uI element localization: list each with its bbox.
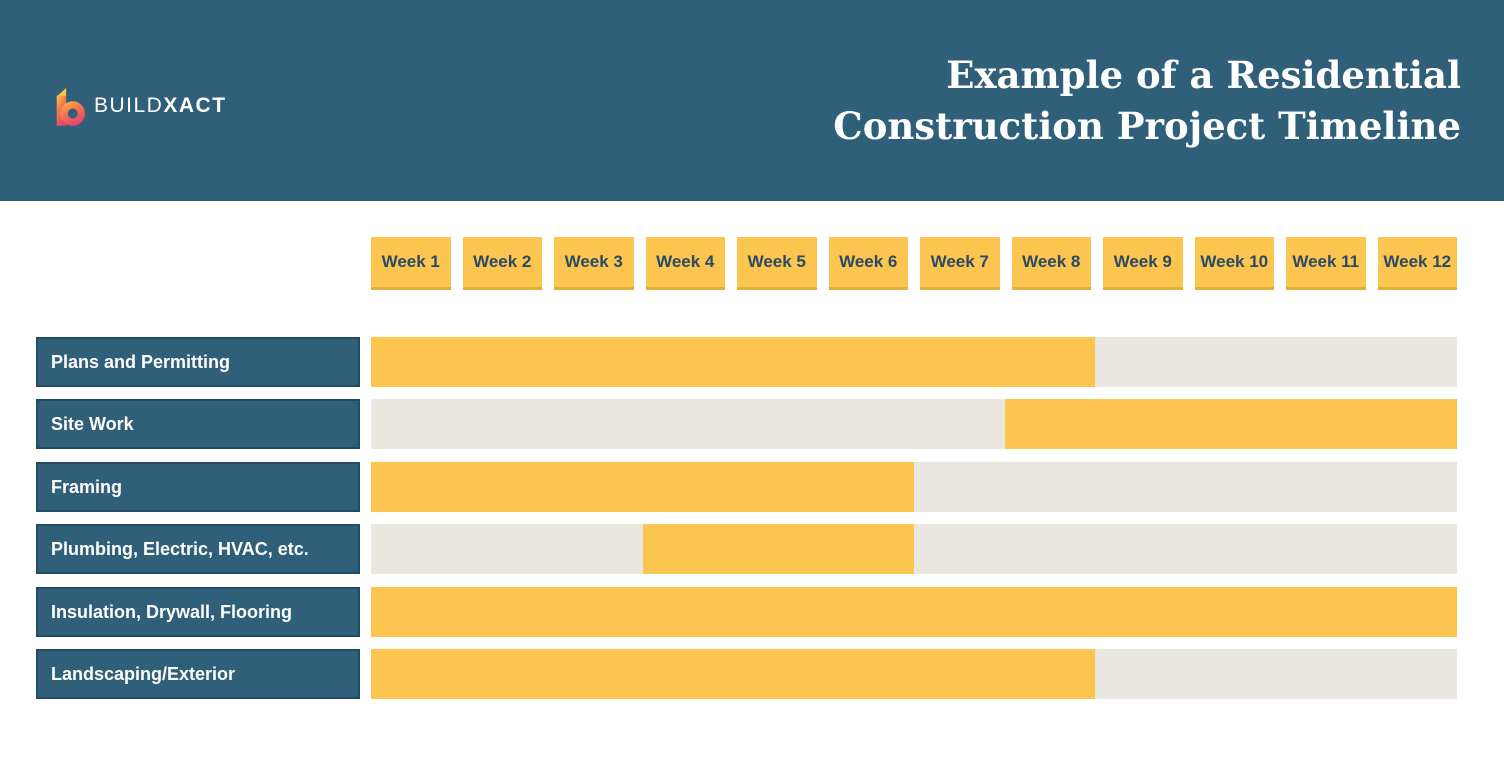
page-title: Example of a Residential Construction Pr…	[833, 50, 1461, 152]
week-header-cell: Week 11	[1286, 237, 1366, 290]
week-header-cell: Week 8	[1011, 237, 1091, 290]
task-bar-track	[371, 587, 1457, 637]
logo-text-build: BUILD	[94, 94, 164, 117]
week-header-cell: Week 6	[828, 237, 908, 290]
header-band: BUILDXACT Example of a Residential Const…	[0, 0, 1504, 201]
task-bar-segment-idle	[914, 524, 1457, 574]
task-bar-segment-active	[642, 524, 914, 574]
task-bar-segment-idle	[371, 524, 643, 574]
task-bar-track	[371, 649, 1457, 699]
week-header-cell: Week 5	[737, 237, 817, 290]
task-bar-segment-active	[371, 337, 1095, 387]
task-bar-segment-idle	[371, 399, 1005, 449]
week-header-cell: Week 12	[1377, 237, 1457, 290]
task-label: Insulation, Drywall, Flooring	[36, 587, 360, 637]
task-row: Plans and Permitting	[0, 337, 1504, 387]
task-bar-segment-idle	[1095, 337, 1457, 387]
task-bar-segment-active	[1004, 399, 1457, 449]
week-header-cell: Week 10	[1194, 237, 1274, 290]
task-bar-track	[371, 399, 1457, 449]
task-bar-segment-active	[371, 462, 914, 512]
task-bar-track	[371, 524, 1457, 574]
task-bar-segment-idle	[914, 462, 1457, 512]
buildxact-logo-icon	[56, 88, 86, 126]
week-header-cell: Week 2	[462, 237, 542, 290]
task-row: Site Work	[0, 399, 1504, 449]
buildxact-logo: BUILDXACT	[52, 84, 227, 128]
task-label: Plans and Permitting	[36, 337, 360, 387]
week-header-row: Week 1 Week 2 Week 3 Week 4 Week 5 Week 6 Week…	[371, 237, 1457, 290]
task-row: Landscaping/Exterior	[0, 649, 1504, 699]
page-title-line2: Construction Project Timeline	[833, 104, 1461, 148]
task-row: Framing	[0, 462, 1504, 512]
week-header-cell: Week 3	[554, 237, 634, 290]
task-bar-track	[371, 337, 1457, 387]
week-header-cell: Week 9	[1103, 237, 1183, 290]
week-header-cell: Week 4	[645, 237, 725, 290]
page-title-line1: Example of a Residential	[946, 53, 1461, 97]
task-label: Framing	[36, 462, 360, 512]
task-label: Plumbing, Electric, HVAC, etc.	[36, 524, 360, 574]
task-bar-segment-idle	[1095, 649, 1457, 699]
task-bar-segment-active	[371, 649, 1095, 699]
task-row: Plumbing, Electric, HVAC, etc.	[0, 524, 1504, 574]
task-label: Site Work	[36, 399, 360, 449]
task-bar-track	[371, 462, 1457, 512]
task-label: Landscaping/Exterior	[36, 649, 360, 699]
logo-text-xact: XACT	[163, 94, 227, 117]
buildxact-logo-text: BUILDXACT	[94, 84, 227, 128]
week-header-cell: Week 7	[920, 237, 1000, 290]
week-header-cell: Week 1	[371, 237, 451, 290]
task-row: Insulation, Drywall, Flooring	[0, 587, 1504, 637]
task-bar-segment-active	[371, 587, 1457, 637]
